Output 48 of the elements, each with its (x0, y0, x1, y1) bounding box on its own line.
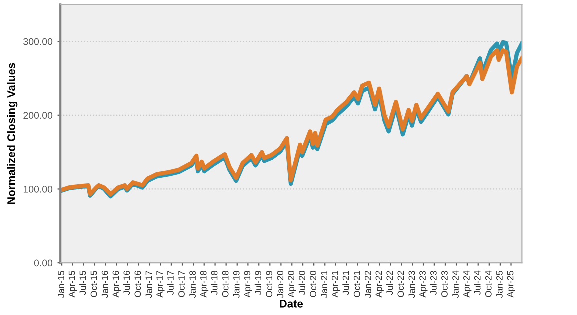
x-tick-label: Apr-22 (376, 271, 384, 298)
x-tick-label: Jan-19 (233, 271, 240, 298)
y-tick-label: 100.00 (24, 186, 53, 193)
x-tick-label: Oct-15 (90, 271, 98, 298)
x-tick-label: Jan-23 (408, 271, 416, 298)
y-tick-label: 0.00 (34, 260, 53, 267)
x-tick-label: Jan-24 (452, 270, 459, 298)
x-tick-label: Jul-17 (167, 271, 174, 296)
x-tick-label: Jan-15 (58, 271, 64, 298)
y-axis-title: Normalized Closing Values (7, 63, 18, 204)
x-tick-label: Oct-16 (134, 271, 142, 298)
x-tick-label: Jul-18 (211, 271, 218, 296)
x-tick-label: Apr-18 (200, 271, 209, 298)
x-tick-label: Oct-21 (354, 271, 360, 298)
x-tick-label: Jul-23 (430, 271, 437, 296)
x-tick-label: Oct-19 (266, 271, 273, 298)
x-tick-label: Jul-15 (80, 271, 86, 296)
x-tick-label: Apr-20 (288, 271, 296, 298)
x-tick-label: Jan-22 (364, 271, 372, 298)
x-tick-label: Apr-15 (68, 271, 78, 298)
x-tick-label: Jul-24 (474, 270, 481, 296)
x-tick-label: Jul-16 (123, 271, 130, 296)
x-tick-label: Jul-20 (298, 271, 306, 296)
y-tick-label: 200.00 (24, 112, 53, 120)
x-tick-label: Jan-17 (146, 271, 152, 298)
x-tick-label: Oct-18 (222, 271, 229, 298)
x-tick-label: Apr-17 (156, 271, 165, 298)
x-axis-title: Date (280, 300, 304, 308)
x-tick-label: Apr-19 (244, 271, 252, 298)
x-tick-label: Oct-22 (398, 271, 404, 298)
x-tick-label: Jan-21 (321, 271, 328, 298)
x-tick-label: Oct-20 (310, 271, 316, 298)
x-tick-label: Apr-21 (332, 271, 340, 298)
x-tick-label: Apr-23 (420, 271, 428, 298)
y-tick-label: 300.00 (24, 38, 53, 46)
x-tick-label: Apr-16 (112, 271, 121, 298)
x-tick-label: Jul-22 (386, 271, 394, 296)
x-tick-label: Apr-25 (507, 271, 516, 298)
x-tick-label: Oct-24 (485, 270, 492, 298)
x-tick-label: Jan-16 (102, 271, 108, 298)
x-tick-label: Oct-17 (178, 271, 185, 298)
x-tick-label: Oct-23 (442, 271, 448, 298)
x-tick-label: Jan-20 (277, 271, 284, 298)
x-tick-label: Apr-24 (463, 270, 472, 298)
x-tick-label: Jul-19 (254, 271, 262, 296)
x-tick-label: Jul-21 (342, 271, 350, 296)
x-tick-label: Jan-25 (496, 271, 503, 298)
x-tick-label: Jan-18 (190, 271, 196, 298)
